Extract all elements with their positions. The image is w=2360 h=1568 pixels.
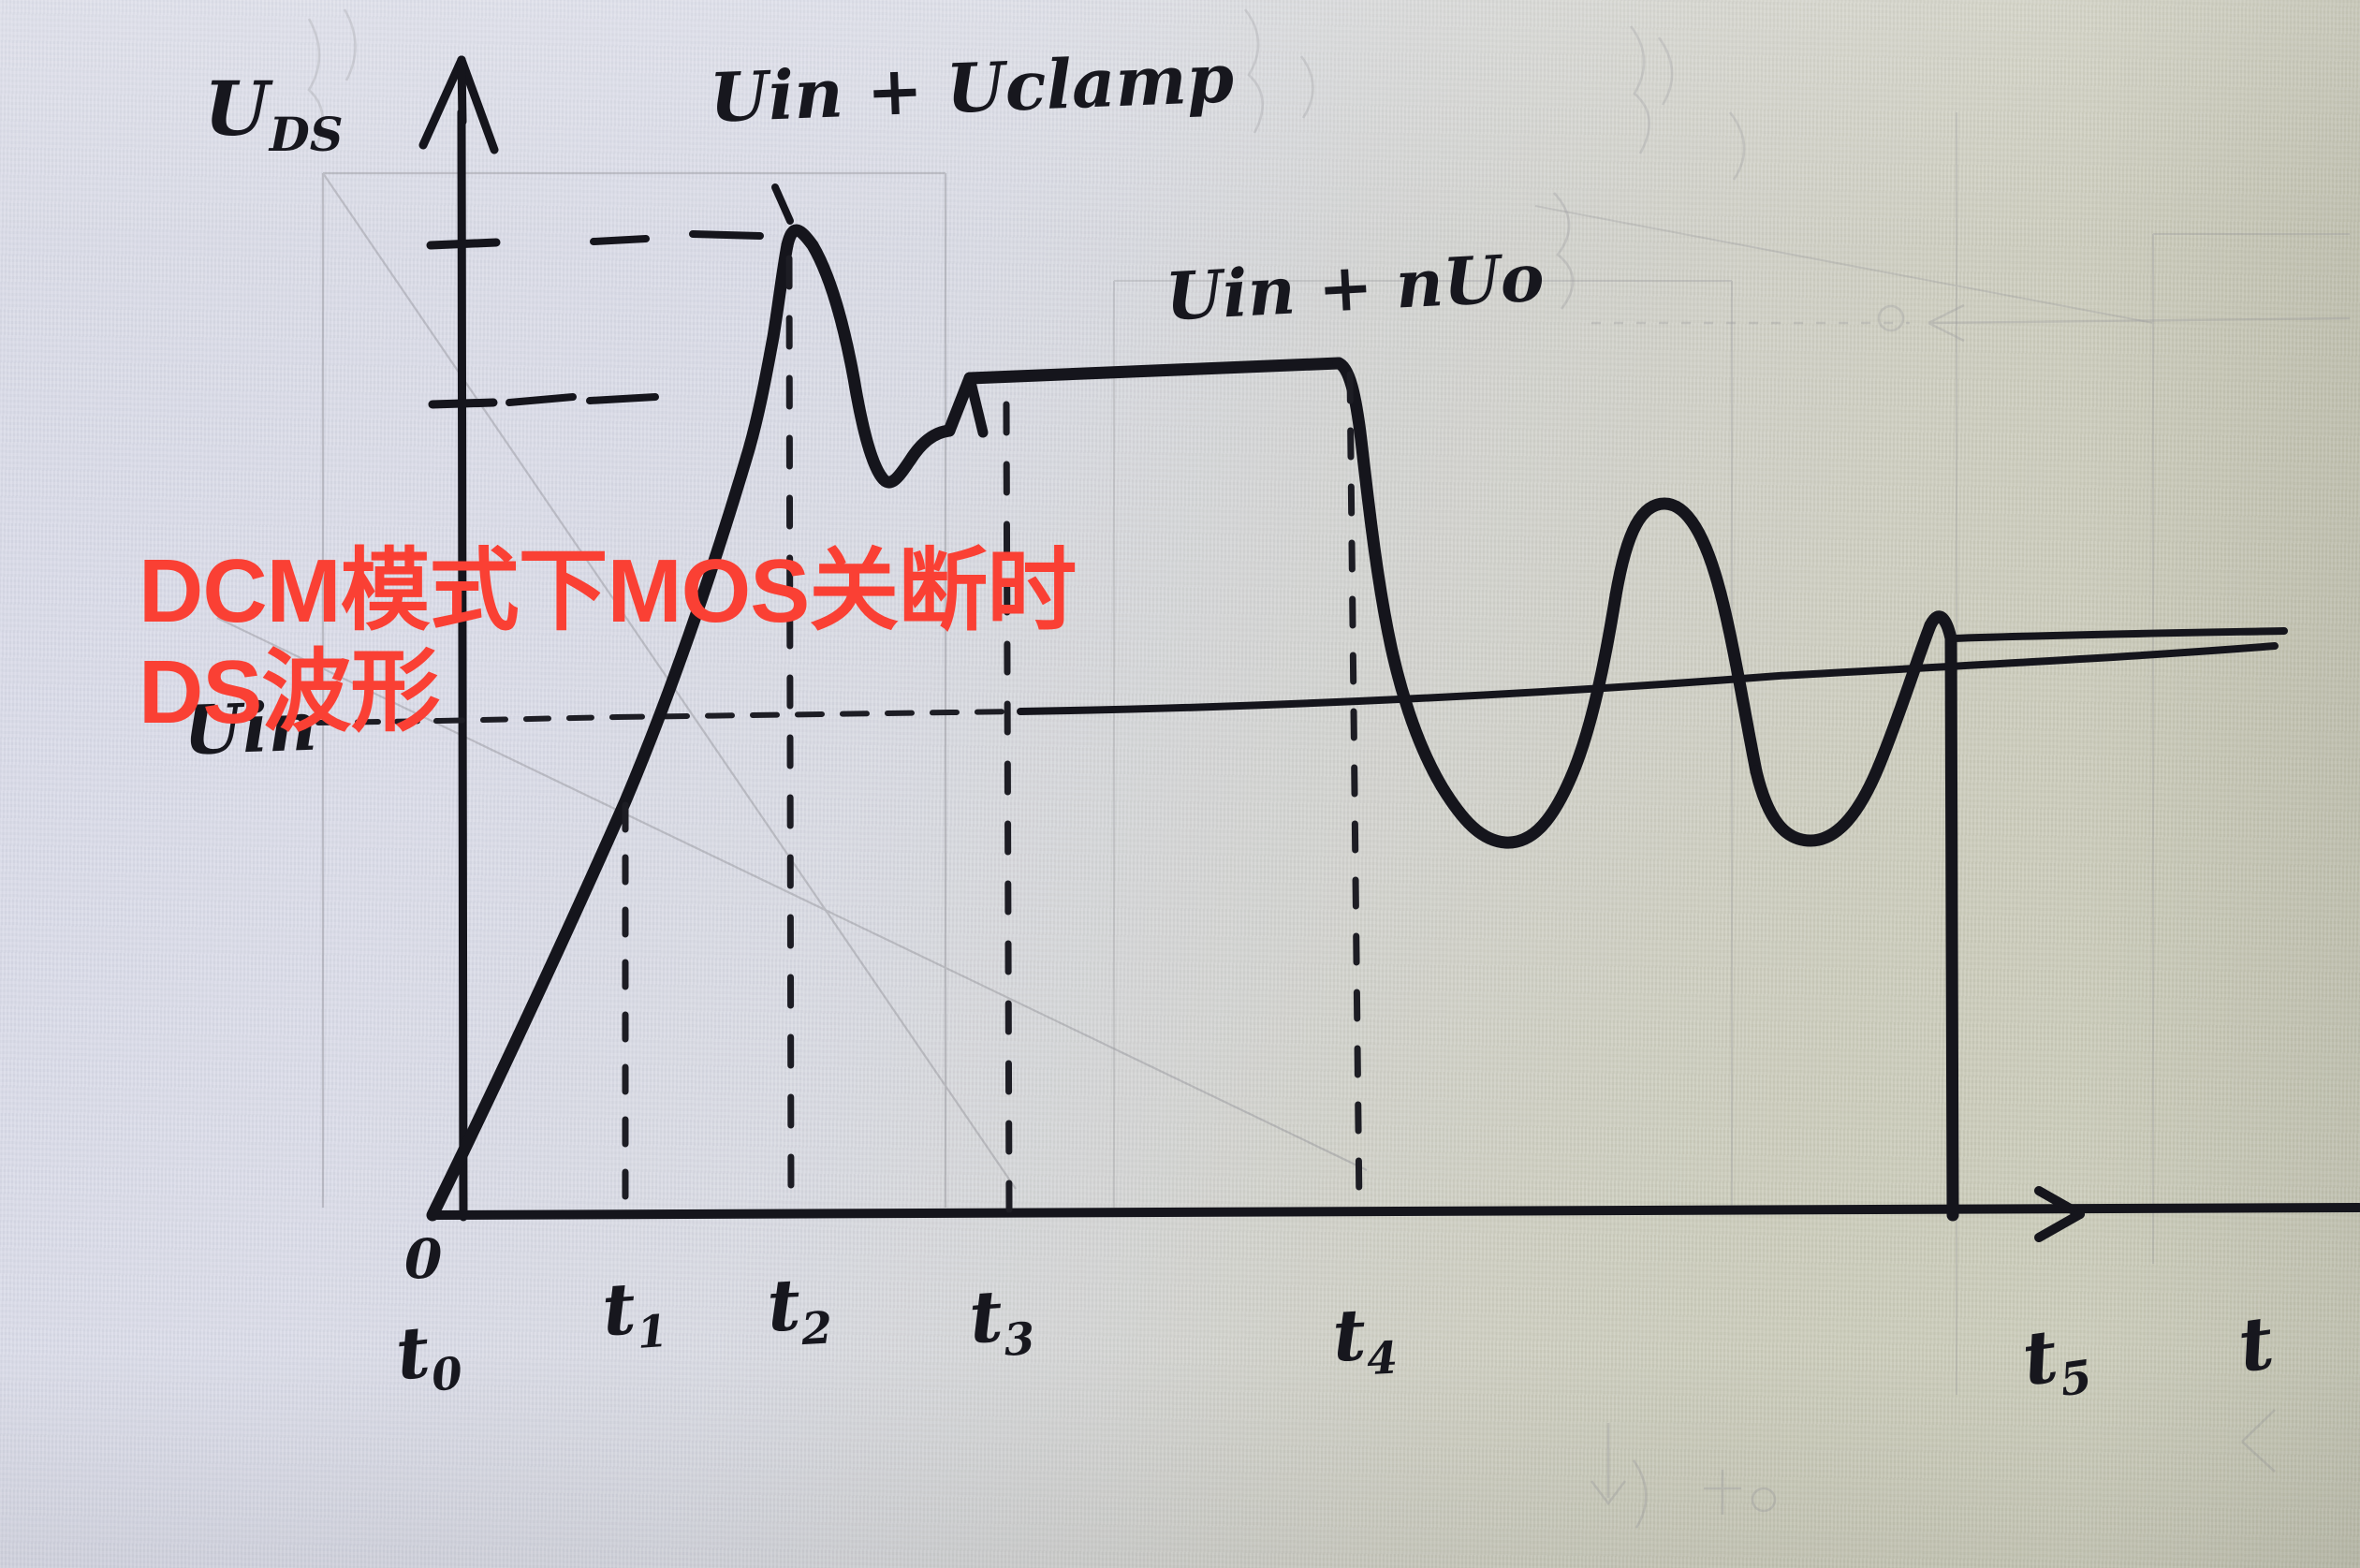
- plateau-entry-arrow: [945, 373, 989, 438]
- peak-leader: [771, 183, 794, 225]
- tick-label-t0: t0: [391, 1310, 465, 1402]
- origin-label: 0: [404, 1227, 443, 1291]
- y-axis-label: UDS: [204, 65, 344, 162]
- uds-waveform: [426, 224, 1959, 1222]
- peak-annotation-label: Uin + Uclamp: [708, 37, 1236, 138]
- uin-rail-right: [1949, 627, 2288, 642]
- y-axis: [418, 55, 499, 1222]
- tick-label-t4: t4: [1330, 1293, 1400, 1386]
- dropline-t2: [785, 255, 795, 1211]
- tick-label-t1: t1: [599, 1267, 670, 1359]
- y-axis-ticks: [426, 238, 501, 409]
- dropline-t4: [1346, 371, 1363, 1213]
- dropline-t3: [1003, 401, 1013, 1213]
- tick-label-t3: t3: [966, 1274, 1037, 1367]
- tick-label-t2: t2: [765, 1263, 834, 1356]
- level-dash-marks: [506, 230, 764, 406]
- uin-level-line: [315, 709, 1023, 725]
- red-caption-overlay: DCM模式下MOS关断时 DS波形: [139, 541, 1077, 742]
- x-axis: [430, 1186, 2360, 1242]
- tick-label-t5: t5: [2017, 1313, 2096, 1407]
- plateau-annotation-label: Uin + nUo: [1164, 238, 1546, 336]
